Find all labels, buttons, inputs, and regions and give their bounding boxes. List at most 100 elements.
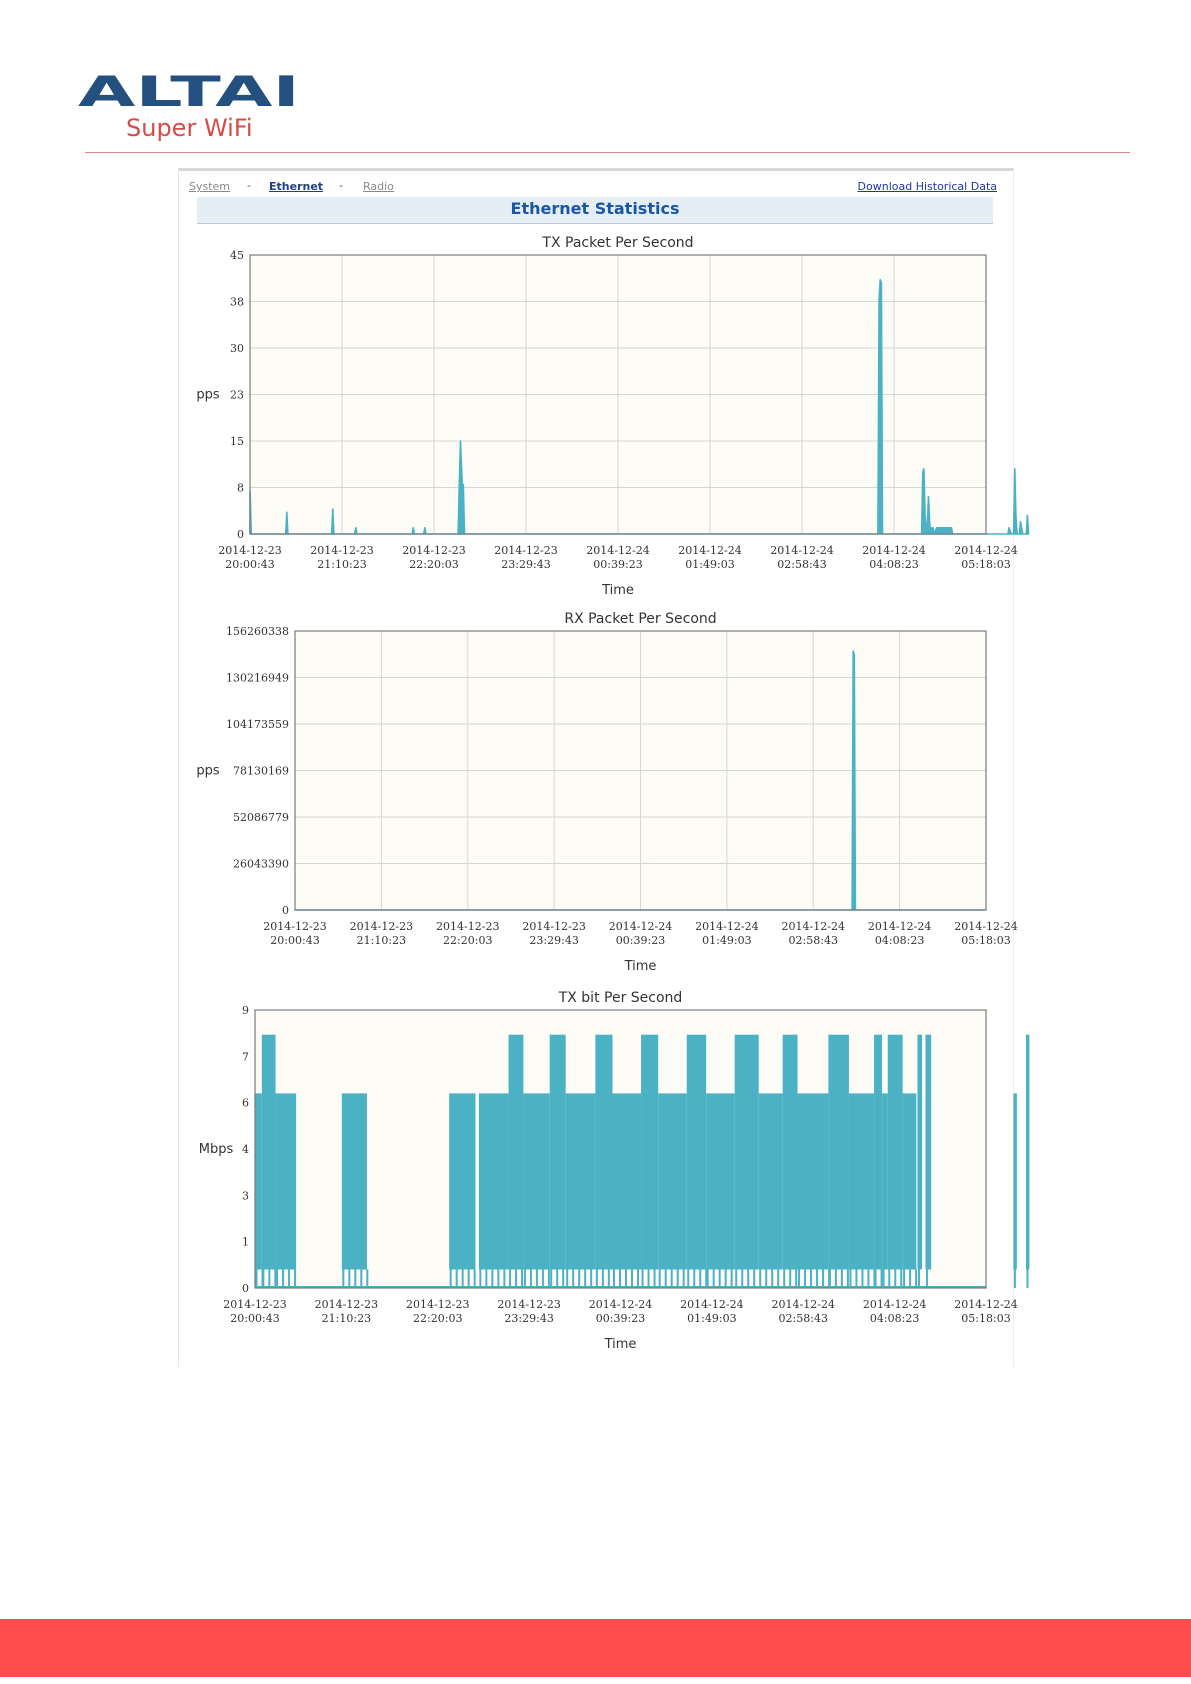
logo-tagline: Super WiFi <box>126 114 253 142</box>
x-tick-label-time: 21:10:23 <box>317 558 366 571</box>
header-divider <box>85 152 1130 153</box>
x-tick-label: 2014-12-24 <box>954 1298 1017 1311</box>
x-tick-label: 2014-12-24 <box>862 544 925 557</box>
series-band <box>1013 1093 1017 1270</box>
x-tick-label-time: 04:08:23 <box>870 1312 919 1325</box>
chart-title: TX Packet Per Second <box>541 235 693 251</box>
y-tick-label: 9 <box>242 1004 249 1017</box>
x-tick-label: 2014-12-24 <box>609 920 672 933</box>
rx-packet-chart: 0 26043390 52086779 78130169 104173559 130216… <box>196 611 1017 974</box>
series-band <box>797 1093 829 1270</box>
series-band <box>595 1034 613 1270</box>
y-tick-label: 45 <box>230 249 244 262</box>
x-tick-label-time: 04:08:23 <box>869 558 918 571</box>
nav-separator: - <box>247 179 251 192</box>
y-axis-label: pps <box>196 388 220 403</box>
y-tick-label: 7 <box>242 1050 249 1063</box>
series-band <box>612 1093 642 1270</box>
y-tick-label: 0 <box>282 904 289 917</box>
stats-nav: System - Ethernet - Radio Download Histo… <box>179 171 1013 199</box>
series-band <box>848 1093 875 1270</box>
x-tick-label: 2014-12-23 <box>406 1298 469 1311</box>
series-band <box>449 1093 476 1270</box>
series-band <box>1025 1034 1030 1270</box>
y-tick-label: 38 <box>230 296 244 309</box>
tx-packet-chart: 0815233038452014-12-2320:00:432014-12-23… <box>196 235 1030 598</box>
x-tick-label: 2014-12-23 <box>218 544 281 557</box>
chart-title: TX bit Per Second <box>558 990 683 1006</box>
x-tick-label: 2014-12-24 <box>589 1298 652 1311</box>
tx-packet-plot-frame <box>249 254 987 535</box>
y-axis-label: Mbps <box>199 1142 234 1157</box>
x-tick-label: 2014-12-24 <box>678 544 741 557</box>
series-band <box>261 1034 276 1270</box>
x-tick-label: 2014-12-23 <box>522 920 585 933</box>
x-tick-label-time: 01:49:03 <box>685 558 734 571</box>
y-tick-label: 26043390 <box>233 858 289 871</box>
x-tick-label: 2014-12-23 <box>310 544 373 557</box>
x-tick-label: 2014-12-23 <box>315 1298 378 1311</box>
x-axis-label: Time <box>624 959 657 974</box>
series-band <box>917 1034 923 1270</box>
x-tick-label: 2014-12-24 <box>954 544 1017 557</box>
series-band <box>508 1034 524 1270</box>
series-band <box>782 1034 798 1270</box>
x-tick-label-time: 00:39:23 <box>616 934 665 947</box>
series-band <box>882 1093 888 1270</box>
series-band <box>523 1093 550 1270</box>
x-tick-label-time: 20:00:43 <box>225 558 274 571</box>
y-tick-label: 78130169 <box>233 765 289 778</box>
section-title-bar: Ethernet Statistics <box>197 197 993 224</box>
x-tick-label-time: 22:20:03 <box>413 1312 462 1325</box>
tab-radio[interactable]: Radio <box>363 180 394 193</box>
series-band <box>828 1034 849 1270</box>
x-tick-label: 2014-12-24 <box>770 544 833 557</box>
series-band <box>925 1034 932 1270</box>
y-tick-label: 104173559 <box>226 718 289 731</box>
x-tick-label: 2014-12-23 <box>223 1298 286 1311</box>
y-tick-label: 156260338 <box>226 625 289 638</box>
x-tick-label: 2014-12-24 <box>772 1298 835 1311</box>
tx-bit-plot-frame <box>254 1009 987 1289</box>
x-tick-label: 2014-12-23 <box>402 544 465 557</box>
altai-logo: ALTAI Super WiFi <box>78 74 300 142</box>
section-title: Ethernet Statistics <box>510 199 680 218</box>
x-tick-label-time: 02:58:43 <box>779 1312 828 1325</box>
tab-ethernet[interactable]: Ethernet <box>269 180 324 193</box>
x-tick-label-time: 04:08:23 <box>875 934 924 947</box>
series-band <box>641 1034 659 1270</box>
series-band <box>275 1093 297 1270</box>
series-band <box>686 1034 707 1270</box>
rx-packet-plot-frame <box>294 630 987 911</box>
series-band <box>565 1093 596 1270</box>
series-band <box>255 1093 262 1270</box>
x-tick-label-time: 20:00:43 <box>270 934 319 947</box>
series-band <box>549 1034 566 1270</box>
x-tick-label: 2014-12-24 <box>782 920 845 933</box>
tab-system[interactable]: System <box>189 180 231 193</box>
y-tick-label: 0 <box>237 528 244 541</box>
x-tick-label-time: 21:10:23 <box>357 934 406 947</box>
x-tick-label-time: 21:10:23 <box>322 1312 371 1325</box>
x-tick-label-time: 23:29:43 <box>501 558 550 571</box>
y-tick-label: 8 <box>237 482 244 495</box>
y-tick-label: 52086779 <box>233 811 289 824</box>
series-band <box>874 1034 883 1270</box>
x-tick-label-time: 22:20:03 <box>443 934 492 947</box>
x-tick-label-time: 23:29:43 <box>529 934 578 947</box>
series-band <box>887 1034 903 1270</box>
x-tick-label: 2014-12-23 <box>497 1298 560 1311</box>
x-tick-label: 2014-12-23 <box>436 920 499 933</box>
y-tick-label: 15 <box>230 435 244 448</box>
x-tick-label-time: 23:29:43 <box>504 1312 553 1325</box>
nav-separator: - <box>339 179 343 192</box>
series-band <box>706 1093 735 1270</box>
x-tick-label-time: 02:58:43 <box>789 934 838 947</box>
x-tick-label: 2014-12-23 <box>350 920 413 933</box>
download-historical-data-link[interactable]: Download Historical Data <box>857 180 997 193</box>
series-band <box>658 1093 687 1270</box>
x-tick-label: 2014-12-24 <box>954 920 1017 933</box>
x-tick-label-time: 00:39:23 <box>596 1312 645 1325</box>
x-tick-label-time: 20:00:43 <box>230 1312 279 1325</box>
x-tick-label-time: 02:58:43 <box>777 558 826 571</box>
